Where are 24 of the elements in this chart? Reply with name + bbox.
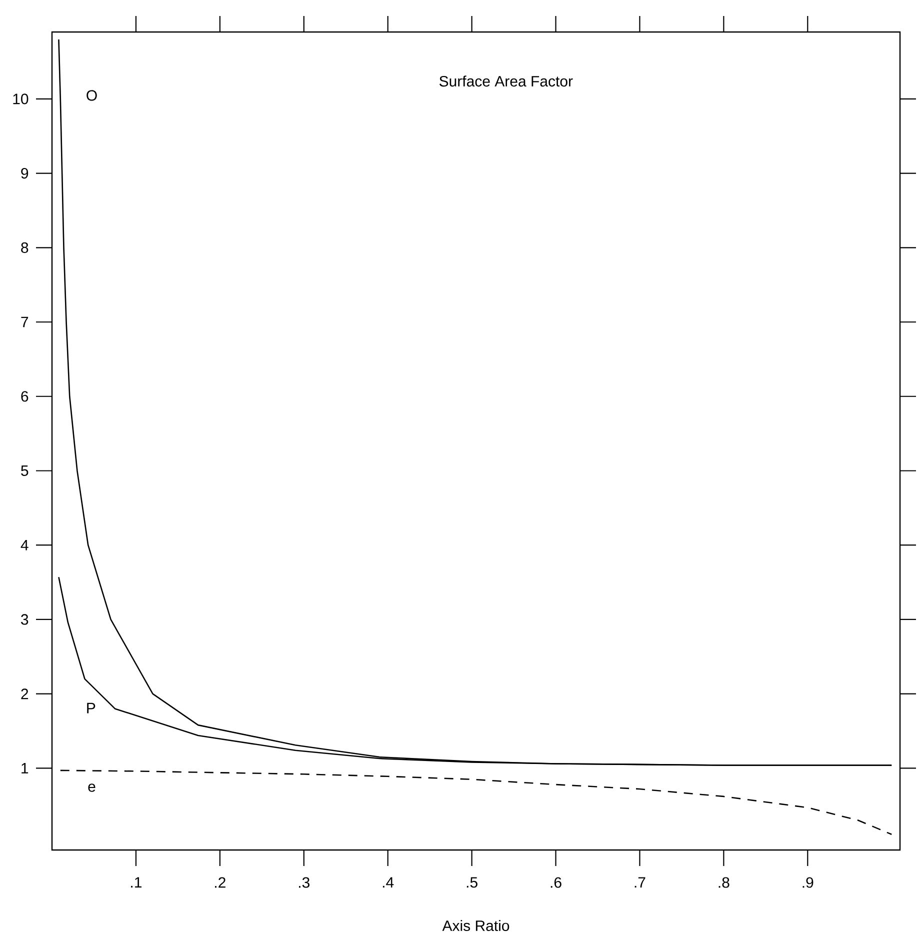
- x-tick-label: .4: [382, 877, 394, 888]
- y-tick-label: 9: [21, 168, 28, 179]
- x-tick-label: .9: [802, 877, 814, 888]
- x-tick-label: .1: [131, 877, 142, 888]
- x-tick-label: .5: [466, 877, 478, 888]
- x-axis-title: Axis Ratio: [442, 920, 510, 932]
- y-tick-label: 5: [21, 466, 28, 476]
- y-tick-label: 2: [21, 688, 28, 700]
- y-tick-label: 10: [13, 94, 28, 104]
- y-tick-label: 8: [21, 242, 28, 253]
- y-tick-label: 7: [21, 316, 28, 328]
- x-tick-label: .3: [298, 877, 310, 888]
- text: Surface Area Factor: [439, 76, 573, 87]
- x-tick-label: .6: [550, 877, 562, 888]
- y-tick-label: 3: [21, 614, 28, 625]
- y-tick-label: 4: [20, 540, 28, 550]
- y-tick-label: 1: [22, 763, 28, 774]
- legend-label: O: [86, 90, 97, 101]
- x-tick-label: .7: [634, 877, 646, 888]
- x-tick-label: .8: [718, 877, 730, 888]
- series-label: P: [87, 702, 96, 714]
- y-tick-label: 6: [21, 391, 28, 402]
- x-tick-label: .2: [215, 877, 226, 888]
- series-label: e: [88, 784, 96, 792]
